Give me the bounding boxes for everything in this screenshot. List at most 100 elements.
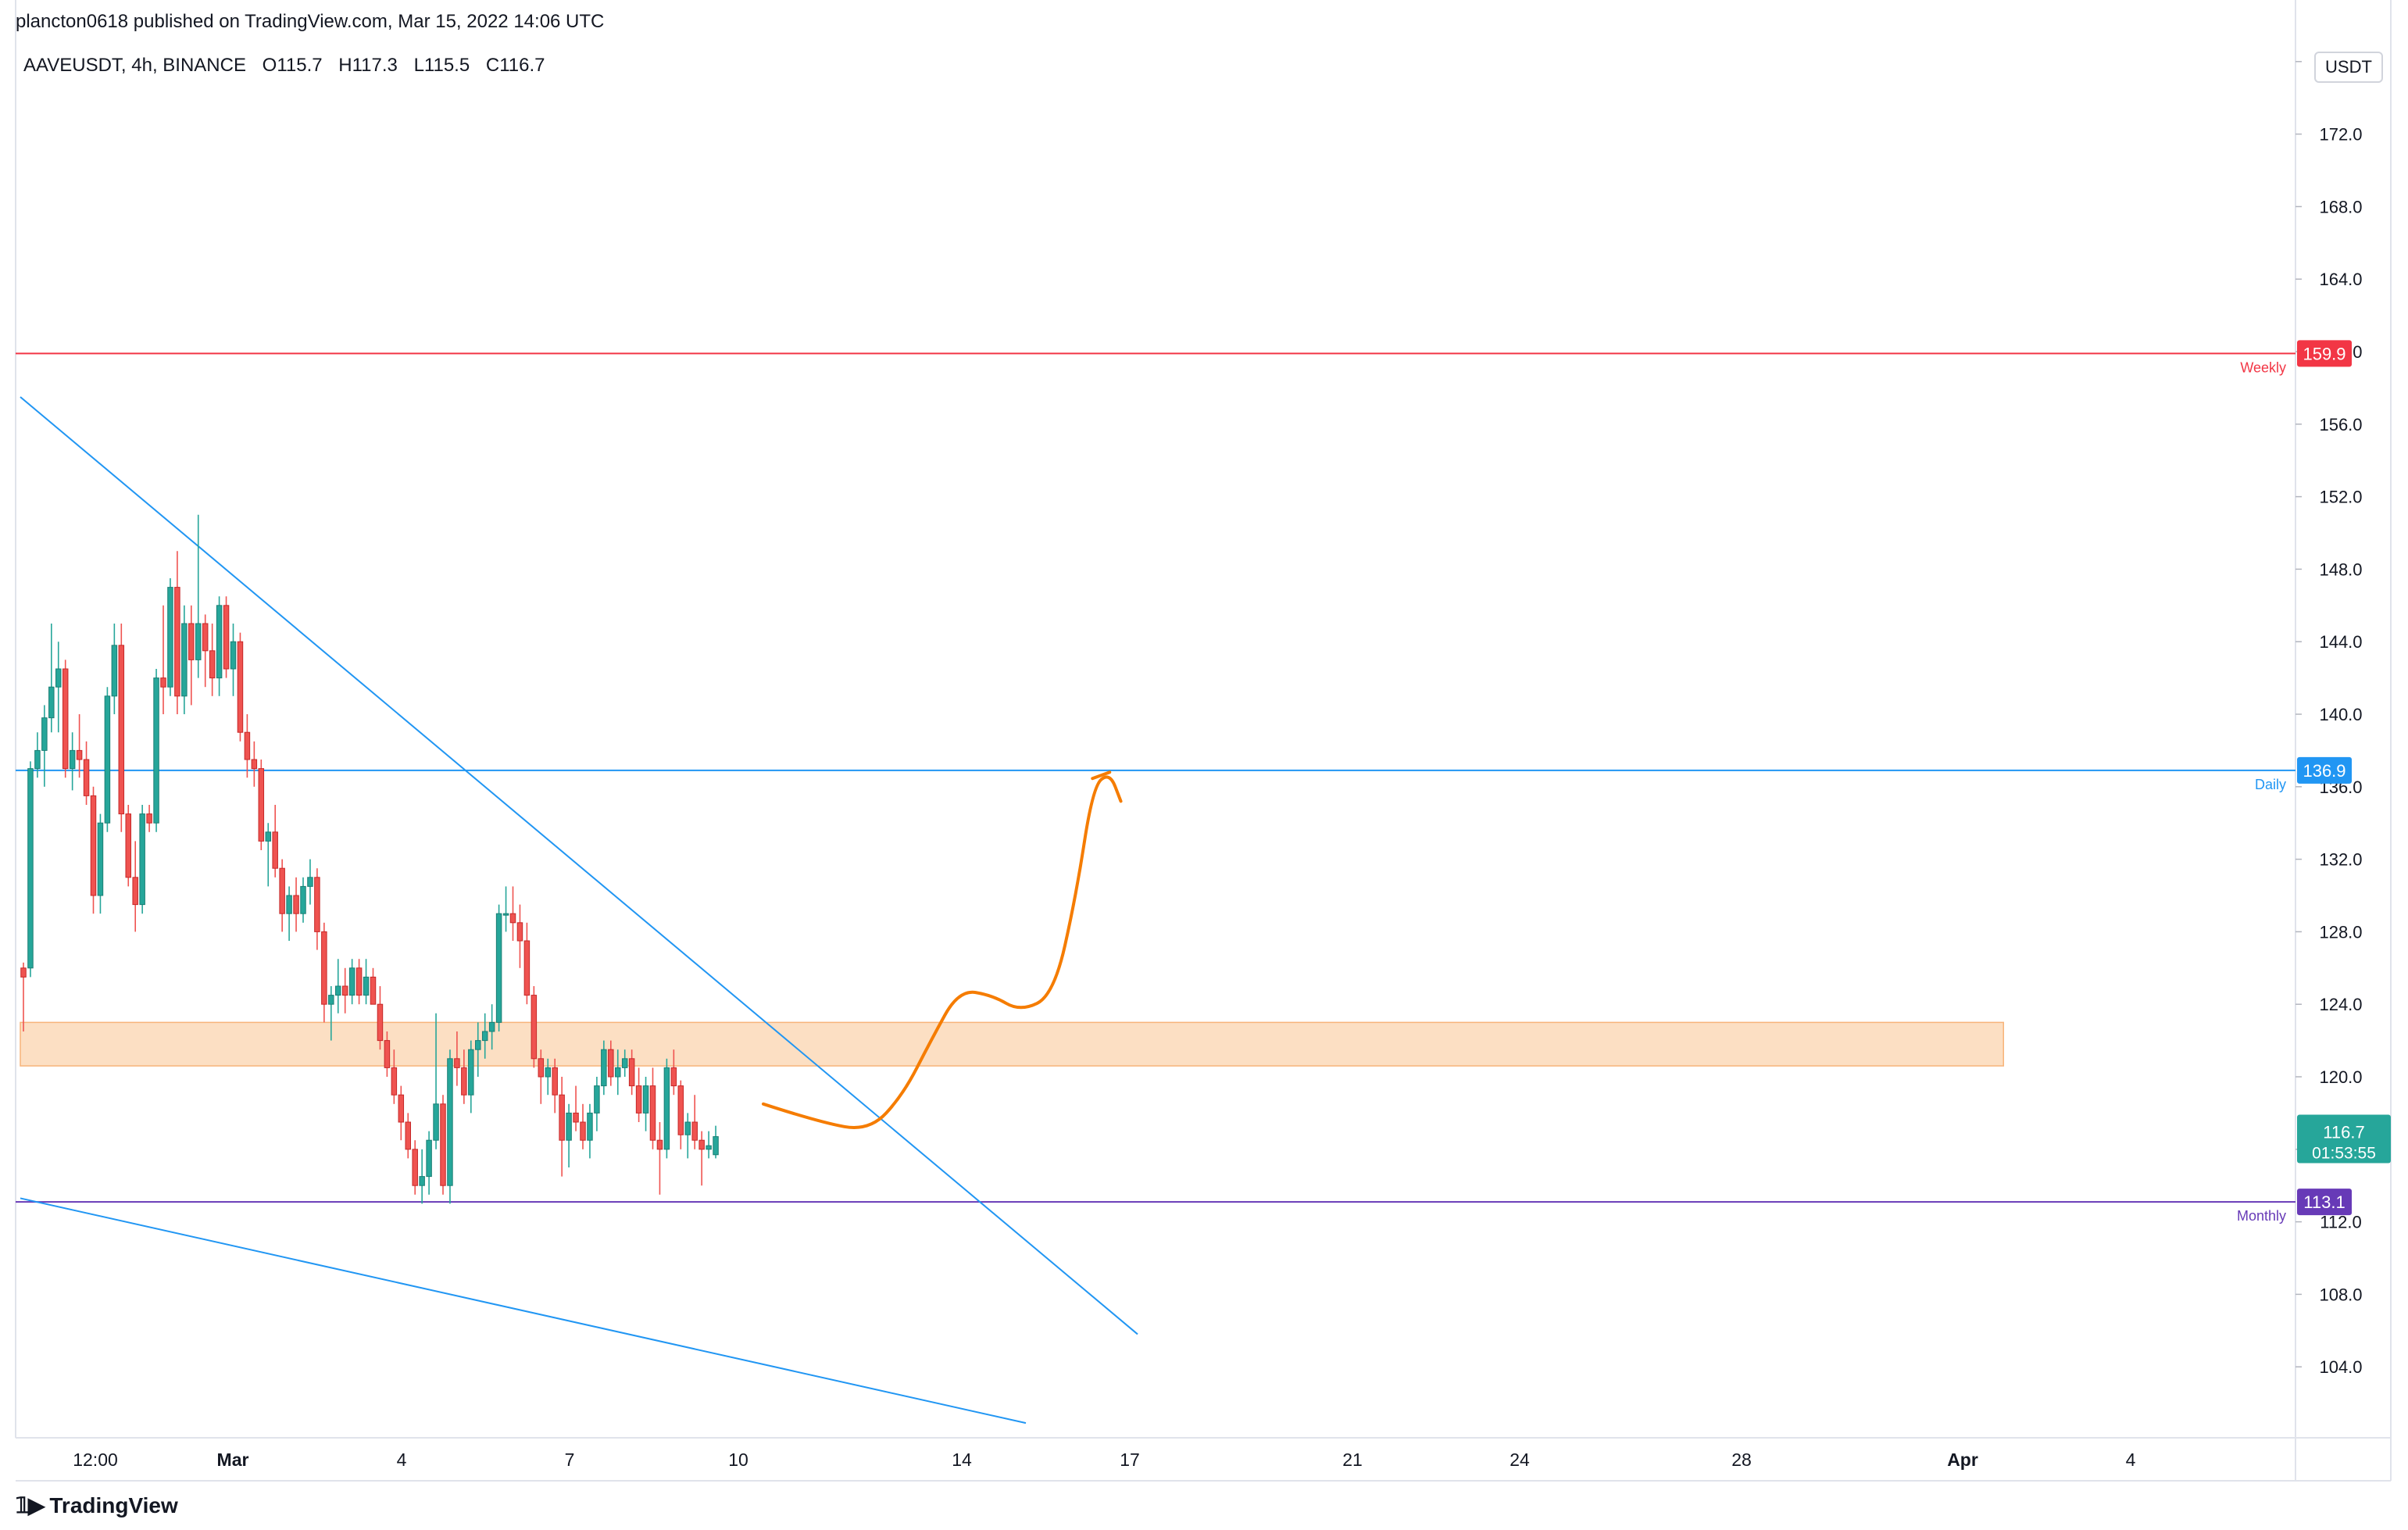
candle (202, 614, 209, 688)
candle-body (370, 976, 377, 1005)
candle (405, 1113, 411, 1159)
candle-body (545, 1067, 551, 1078)
x-tick-label: 7 (565, 1450, 575, 1470)
y-tick-label: 124.0 (2319, 995, 2362, 1014)
candle-body (272, 831, 278, 869)
candle-body (628, 1058, 635, 1087)
candle (132, 841, 138, 932)
candle-body (90, 795, 97, 896)
candle-body (447, 1058, 453, 1186)
candle (258, 760, 265, 850)
y-tick-label: 140.0 (2319, 705, 2362, 724)
candle (328, 986, 334, 1041)
candle-body (656, 1139, 663, 1150)
candle-body (531, 995, 538, 1060)
candle-body (384, 1040, 391, 1068)
candle-body (279, 867, 285, 914)
ohlc-close: C116.7 (485, 55, 545, 76)
candle-body (321, 931, 327, 1005)
candle-body (251, 759, 258, 770)
candle (216, 596, 223, 696)
candle-body (216, 605, 223, 679)
candle (265, 823, 271, 887)
candle-body (55, 668, 62, 688)
ohlc-high: H117.3 (338, 55, 398, 76)
candle (83, 741, 90, 805)
x-tick-label: Mar (217, 1450, 249, 1470)
x-tick-label: Apr (1947, 1450, 1978, 1470)
candle (244, 714, 251, 778)
x-tick-label: 24 (1509, 1450, 1530, 1470)
candle (615, 1049, 621, 1096)
candle (188, 605, 195, 706)
candle (355, 959, 363, 1005)
price-badges: 159.9 136.9 113.1 116.7 01:53:55 (2297, 340, 2391, 1216)
candle-body (559, 1094, 565, 1141)
price-badge-label: 136.9 (2303, 761, 2345, 781)
candle-body (355, 967, 363, 996)
candle-body (237, 641, 244, 733)
candle (300, 877, 306, 923)
candle (20, 962, 27, 1031)
candle-body (335, 985, 341, 996)
candle-body (398, 1094, 405, 1123)
candle-body (677, 1085, 684, 1135)
candle-body (307, 877, 313, 887)
candle (48, 624, 55, 733)
x-tick-label: 10 (728, 1450, 748, 1470)
tradingview-logo[interactable]: 𝟙▶ TradingView (16, 1492, 178, 1518)
candle-body (642, 1085, 649, 1114)
symbol-name[interactable]: AAVEUSDT, 4h, BINANCE (23, 55, 246, 76)
candle (125, 805, 131, 887)
candle-body (363, 976, 370, 996)
candle-body (573, 1112, 579, 1123)
price-badge-bg (2297, 340, 2352, 367)
supply-zone (20, 1021, 2004, 1067)
trendline-2 (20, 1197, 1027, 1425)
candle (55, 642, 62, 733)
price-axis[interactable]: 104.0108.0112.0116.0120.0124.0128.0132.0… (2295, 52, 2363, 1377)
candle (419, 1149, 425, 1204)
candle-body (516, 922, 523, 942)
candle-body (509, 913, 516, 924)
supply-zone-rect (20, 1021, 2004, 1067)
candle (34, 732, 41, 778)
level-label-monthly: Monthly (2237, 1208, 2286, 1224)
candle (307, 859, 313, 905)
candle (559, 1077, 565, 1177)
candle-body (69, 749, 76, 770)
candle (314, 868, 320, 950)
candle (377, 986, 384, 1050)
candle-body (377, 1003, 384, 1042)
y-tick-label: 152.0 (2319, 488, 2362, 507)
candle-body (62, 668, 69, 770)
candle-body (495, 913, 502, 1023)
candle (398, 1085, 405, 1141)
candle-body (538, 1058, 545, 1078)
candle-body (27, 768, 34, 969)
candle (713, 1125, 719, 1159)
last-price-badge: 116.7 01:53:55 (2297, 1114, 2391, 1164)
candle-body (34, 749, 41, 770)
candle (62, 660, 69, 778)
candle (649, 1067, 656, 1149)
candle (468, 1040, 474, 1114)
time-axis[interactable]: 12:00 Mar 4 7 10 14 17 21 24 28 Apr 4 (73, 1450, 2135, 1470)
tradingview-logo-text: TradingView (49, 1493, 178, 1517)
projection-arrowhead-left (1091, 770, 1112, 781)
candle-body (97, 822, 104, 896)
candle (97, 813, 104, 914)
candle (321, 922, 327, 1023)
candle-body (405, 1121, 411, 1150)
candle (69, 732, 76, 791)
candle (286, 886, 292, 941)
candle (580, 1103, 586, 1149)
candle-body (684, 1121, 691, 1135)
candle (538, 1049, 545, 1104)
candle-body (202, 623, 209, 652)
candle-body (188, 623, 195, 660)
candle-body (649, 1085, 656, 1141)
candle (90, 786, 97, 914)
currency-unit-button[interactable]: USDT (2314, 52, 2383, 83)
